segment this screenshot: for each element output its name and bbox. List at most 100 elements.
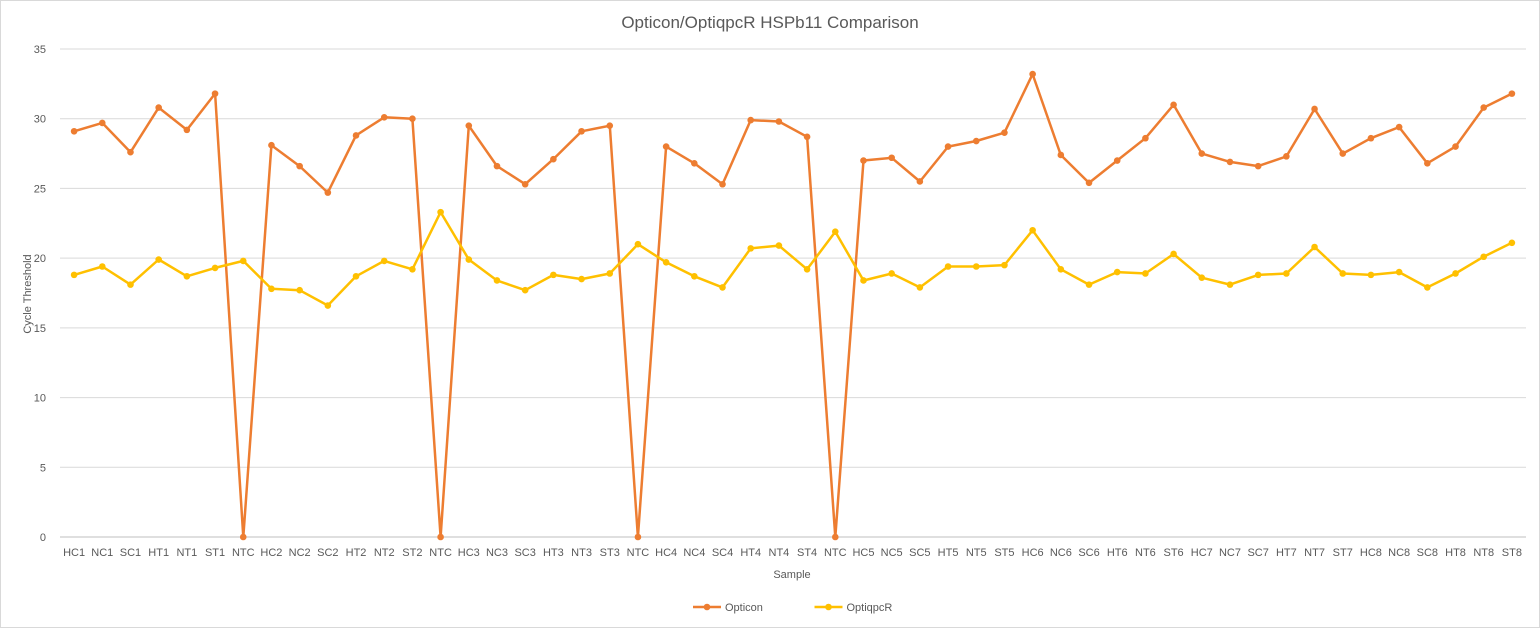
data-point-opticon xyxy=(831,533,839,541)
data-point-optiqpcr xyxy=(1424,284,1431,291)
x-tick-label: HT5 xyxy=(938,547,959,559)
y-tick-label: 5 xyxy=(40,462,46,474)
x-tick-label: NC6 xyxy=(1050,547,1072,559)
data-point-optiqpcr xyxy=(465,256,473,263)
data-point-optiqpcr xyxy=(211,264,219,272)
data-point-optiqpcr xyxy=(719,284,726,291)
x-tick-label: NTC xyxy=(627,547,650,559)
x-tick-label: HC3 xyxy=(458,547,480,559)
data-point-optiqpcr xyxy=(324,302,332,309)
data-point-opticon xyxy=(916,178,924,185)
x-tick-label: SC1 xyxy=(120,547,141,559)
data-point-optiqpcr xyxy=(1226,281,1234,288)
data-point-optiqpcr xyxy=(691,272,698,280)
x-tick-label: NT2 xyxy=(374,547,395,559)
legend-item-opticon: Opticon xyxy=(693,602,763,614)
data-point-opticon xyxy=(803,133,811,141)
x-tick-label: SC2 xyxy=(317,547,338,559)
data-point-optiqpcr xyxy=(493,277,501,284)
data-point-optiqpcr xyxy=(437,208,444,216)
x-tick-label: NC7 xyxy=(1219,547,1241,559)
data-point-optiqpcr xyxy=(98,263,106,270)
y-tick-label: 30 xyxy=(34,114,46,126)
data-point-opticon xyxy=(98,119,106,127)
data-point-opticon xyxy=(296,162,303,170)
y-axis-title: Cycle Threshold xyxy=(22,254,34,333)
data-point-optiqpcr xyxy=(550,271,557,279)
data-point-opticon xyxy=(691,160,698,167)
x-tick-label: HC1 xyxy=(63,547,85,559)
legend-item-optiqpcr: OptiqpcR xyxy=(814,602,892,614)
data-point-opticon xyxy=(1283,153,1290,160)
data-point-opticon xyxy=(944,143,952,150)
x-tick-label: NTC xyxy=(824,547,847,559)
data-point-optiqpcr xyxy=(127,281,134,288)
y-tick-label: 25 xyxy=(34,183,46,195)
data-point-opticon xyxy=(775,118,783,125)
legend: Opticon OptiqpcR xyxy=(693,602,892,614)
data-point-optiqpcr xyxy=(634,240,642,248)
data-point-optiqpcr xyxy=(606,270,614,277)
data-point-opticon xyxy=(1254,162,1262,170)
x-tick-label: ST2 xyxy=(402,547,422,559)
x-tick-label: HT1 xyxy=(148,547,169,559)
data-point-optiqpcr xyxy=(380,257,388,265)
x-tick-label: HC5 xyxy=(852,547,874,559)
x-tick-label: SC3 xyxy=(514,547,535,559)
data-point-opticon xyxy=(1508,90,1516,97)
data-point-opticon xyxy=(1085,179,1093,187)
x-tick-label: ST1 xyxy=(205,547,225,559)
data-point-optiqpcr xyxy=(1198,274,1206,281)
legend-label: Opticon xyxy=(725,602,763,614)
data-point-optiqpcr xyxy=(944,263,952,270)
data-point-opticon xyxy=(1395,123,1403,131)
data-point-opticon xyxy=(662,143,670,150)
x-tick-label: NT7 xyxy=(1304,547,1325,559)
data-point-opticon xyxy=(352,132,360,139)
data-point-optiqpcr xyxy=(1311,243,1318,251)
data-point-opticon xyxy=(1170,101,1177,109)
data-point-optiqpcr xyxy=(916,284,924,291)
x-tick-label: SC6 xyxy=(1078,547,1099,559)
data-point-opticon xyxy=(860,157,867,164)
x-axis-title: Sample xyxy=(773,569,810,581)
data-point-opticon xyxy=(324,189,332,196)
data-point-optiqpcr xyxy=(831,228,839,235)
data-point-opticon xyxy=(127,148,134,156)
x-tick-label: SC7 xyxy=(1247,547,1268,559)
x-tick-label: HC4 xyxy=(655,547,677,559)
data-point-optiqpcr xyxy=(662,259,670,266)
x-tick-label: ST3 xyxy=(600,547,620,559)
data-point-opticon xyxy=(1142,134,1149,142)
x-tick-label: ST4 xyxy=(797,547,817,559)
x-tick-label: HC7 xyxy=(1191,547,1213,559)
data-point-optiqpcr xyxy=(1057,265,1065,273)
series-layer xyxy=(70,70,1516,541)
data-point-opticon xyxy=(1001,129,1008,136)
y-tick-label: 0 xyxy=(40,532,46,544)
series-opticon xyxy=(70,70,1516,541)
x-tick-label: HT2 xyxy=(346,547,367,559)
data-point-opticon xyxy=(1029,70,1036,78)
x-tick-label: ST5 xyxy=(994,547,1014,559)
data-point-optiqpcr xyxy=(183,272,191,280)
y-tick-label: 10 xyxy=(34,393,46,405)
data-point-optiqpcr xyxy=(1170,250,1177,258)
data-point-opticon xyxy=(1311,105,1318,113)
data-point-optiqpcr xyxy=(1085,281,1093,288)
y-tick-label: 35 xyxy=(34,44,46,56)
x-tick-label: ST7 xyxy=(1333,547,1353,559)
x-tick-label: HT7 xyxy=(1276,547,1297,559)
data-point-optiqpcr xyxy=(521,286,529,294)
series-optiqpcr xyxy=(70,208,1516,309)
x-tick-label: NT6 xyxy=(1135,547,1156,559)
x-tick-label: HT4 xyxy=(740,547,761,559)
data-point-opticon xyxy=(550,155,557,163)
data-point-opticon xyxy=(268,141,275,149)
x-tick-label: NC3 xyxy=(486,547,508,559)
data-point-opticon xyxy=(747,116,755,124)
data-point-opticon xyxy=(719,180,726,188)
data-point-optiqpcr xyxy=(1508,239,1516,247)
data-point-optiqpcr xyxy=(1254,271,1262,279)
